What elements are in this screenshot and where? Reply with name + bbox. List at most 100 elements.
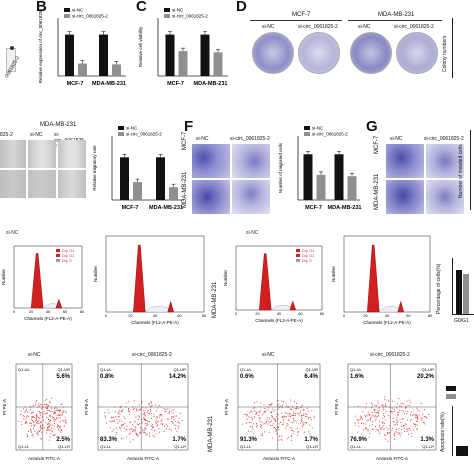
event-dot [297,435,299,437]
y-axis-label: Number [1,269,6,286]
event-dot [124,422,126,424]
y-axis-label: Number [93,266,98,283]
plot-frame [343,235,431,313]
s-band [42,303,58,309]
event-dot [370,416,372,418]
event-dot [383,434,386,436]
g2-peak [167,300,174,313]
migration-image [232,180,270,214]
event-dot [407,429,409,431]
event-dot [414,423,416,425]
event-dot [121,424,123,426]
event-dot [266,417,269,419]
event-dot [118,420,120,422]
g0g1-label: G0/G1 [454,318,469,324]
event-dot [387,429,389,431]
event-dot [391,412,393,414]
event-dot [367,414,369,416]
event-dot [119,418,121,420]
event-dot [259,420,261,422]
x-axis-label: Channels (FL2-A-PE-A) [363,320,411,325]
event-dot [40,411,42,413]
event-dot [144,431,146,433]
event-dot [175,415,178,417]
event-dot [121,411,123,413]
event-dot [391,427,393,429]
colony-dish [298,32,340,74]
event-dot [26,433,28,435]
cell-cycle-row: si-NC Number Channels (FL2-A-PE-A) 0 20 40 60… [0,230,474,326]
event-dot [300,414,303,417]
inv-side-label: MCF-7 [374,135,380,154]
event-dot [384,435,386,437]
event-dot [131,428,133,430]
histogram-title: si-NC [6,230,19,236]
event-dot [161,418,163,420]
event-dot [47,407,49,409]
event-dot [106,422,108,424]
event-dot [265,410,267,413]
event-dot [365,423,367,425]
event-dot [145,428,147,430]
event-dot [356,419,359,421]
bar [78,63,87,76]
event-dot [422,414,424,416]
event-dot [266,418,268,421]
tick-label: 80 [80,310,84,314]
event-dot [308,430,310,432]
event-dot [414,416,417,419]
event-dot [375,414,377,417]
event-dot [143,412,145,414]
event-dot [141,422,143,424]
event-dot [375,425,377,427]
event-dot [40,414,42,416]
event-dot [362,418,364,420]
event-dot [372,414,374,416]
event-dot [287,419,290,421]
event-dot [117,412,119,414]
colony-panel: MCF-7 MDA-MB-231 si-NC si-circ_0061825-2… [250,12,442,86]
event-dot [421,417,423,419]
bar [65,34,74,76]
x-axis-label: Annexin FITC-A [263,456,295,461]
event-dot [409,429,411,431]
event-dot [49,401,51,403]
g2-peak [55,298,63,309]
event-dot [137,424,139,426]
event-dot [305,413,308,416]
event-dot [253,416,256,418]
event-dot [61,414,63,416]
event-dot [309,433,311,435]
event-dot [405,407,407,409]
event-dot [58,411,60,413]
event-dot [159,414,161,416]
event-dot [277,400,279,402]
event-dot [271,403,273,405]
event-dot [41,425,43,427]
y-axis-label: PI PE-A [2,399,7,415]
tick-label: 40 [153,314,157,318]
event-dot [285,427,287,429]
event-dot [155,410,157,412]
event-dot [132,439,134,441]
legend-swatch [164,8,170,12]
invasion-image [386,180,424,214]
colony-dish [396,32,438,74]
quadrant-value-ul: 1.6% [350,374,364,380]
event-dot [406,430,408,433]
bar [334,154,344,200]
event-dot [53,413,55,415]
migration-panel: si-NC si-circ_0061825-2 [192,136,272,216]
legend-label: si-circ_0061825-2 [312,132,348,137]
apop-title: si-NC [262,352,275,358]
event-dot [128,401,130,403]
x-axis-label: Annexin FITC-A [28,456,60,461]
quadrant-value-ur: 5.6% [56,374,70,380]
event-dot [307,418,309,420]
event-dot [158,428,160,430]
bar [169,187,178,200]
event-dot [383,409,385,411]
event-dot [300,416,303,418]
event-dot [260,423,262,426]
event-dot [403,427,405,429]
